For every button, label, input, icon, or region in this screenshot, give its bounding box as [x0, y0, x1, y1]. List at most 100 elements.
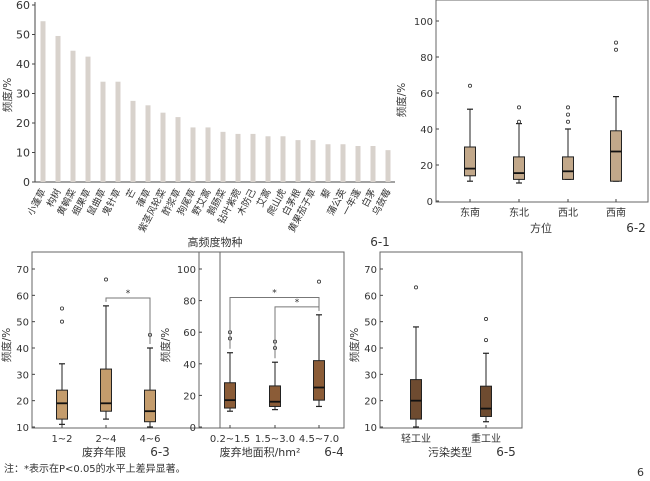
y-tick-label: 40 [16, 58, 30, 71]
footnote: 注：*表示在P<0.05的水平上差异显著。 [4, 464, 186, 475]
outlier-point [517, 119, 522, 124]
y-axis-label: 频度/% [1, 78, 14, 113]
y-tick-label: 70 [16, 265, 29, 276]
y-tick-label: 100 [177, 265, 196, 276]
y-tick-label: 30 [364, 370, 377, 381]
y-tick-label: 30 [16, 88, 30, 101]
box [100, 368, 112, 412]
plot-frame [379, 251, 523, 429]
bar [310, 140, 316, 182]
y-tick-label: 0 [427, 197, 433, 208]
y-tick-label: 20 [364, 397, 377, 408]
y-tick-label: 50 [16, 29, 30, 42]
x-tick-label: 西南 [606, 206, 626, 219]
x-tick-label: 4~6 [139, 434, 160, 445]
x-tick-label: 芒 [124, 187, 139, 201]
bar [325, 144, 331, 182]
panel-label: 6-3 [150, 445, 170, 459]
bar [40, 21, 46, 182]
significance-bracket [105, 297, 151, 344]
y-axis-label: 频度/% [159, 328, 172, 363]
x-axis-label: 高频度物种 [188, 235, 243, 249]
significance-mark: * [295, 298, 300, 308]
outlier-point [614, 47, 619, 52]
y-tick-label: 40 [183, 360, 196, 371]
y-axis-label: 频度/% [348, 328, 361, 363]
y-tick-label: 60 [183, 328, 196, 339]
bar [70, 50, 76, 182]
significance-bracket [229, 296, 320, 349]
outlier-point [104, 277, 109, 282]
x-axis-label: 方位 [530, 221, 552, 235]
y-tick-label: 20 [183, 391, 196, 402]
y-tick-label: 60 [420, 89, 433, 100]
y-tick-label: 0 [190, 423, 196, 434]
bar [175, 117, 181, 182]
bar [370, 146, 376, 182]
bar [55, 35, 61, 182]
y-tick-label: 40 [420, 125, 433, 136]
x-tick-label: 轻工业 [401, 432, 431, 445]
x-axis-label: 废弃年限 [82, 445, 126, 459]
box [480, 385, 492, 417]
y-tick-label: 100 [414, 17, 433, 28]
panel-label: 6-1 [370, 235, 390, 249]
outlier-point [316, 279, 321, 284]
y-tick-label: 40 [16, 344, 29, 355]
y-axis-label: 频度/% [0, 328, 13, 363]
x-tick-label: 重工业 [471, 432, 501, 445]
bar [295, 140, 301, 182]
significance-bracket [274, 306, 320, 359]
x-tick-label: 东北 [509, 206, 529, 219]
outlier-point [566, 105, 571, 110]
x-axis-label: 污染类型 [428, 445, 472, 459]
y-tick-label: 80 [183, 297, 196, 308]
outlier-point [467, 83, 472, 88]
y-tick-label: 10 [16, 147, 30, 160]
bar [355, 146, 361, 182]
bar [85, 56, 91, 182]
y-tick-label: 60 [16, 291, 29, 302]
x-tick-label: 1~2 [51, 434, 72, 445]
box [610, 130, 622, 182]
y-tick-label: 80 [420, 53, 433, 64]
y-tick-label: 60 [364, 291, 377, 302]
bar [265, 136, 271, 182]
y-tick-label: 20 [16, 397, 29, 408]
box [513, 156, 525, 180]
box [464, 146, 476, 177]
box [313, 360, 325, 401]
box [269, 385, 281, 407]
box [224, 382, 236, 409]
box [562, 156, 574, 180]
bar [385, 150, 391, 182]
y-tick-label: 50 [16, 318, 29, 329]
bar [235, 133, 241, 182]
bar [145, 105, 151, 182]
outlier-point [566, 119, 571, 124]
y-tick-label: 0 [23, 176, 30, 189]
bar [220, 131, 226, 182]
y-tick-label: 20 [16, 117, 30, 130]
panel-label: 6-4 [324, 445, 344, 459]
panel-label: 6-5 [496, 445, 516, 459]
panel-label: 6-2 [626, 221, 646, 235]
x-tick-label: 2~4 [95, 434, 116, 445]
outlier-point [566, 112, 571, 117]
outlier-point [60, 306, 65, 311]
bar [160, 112, 166, 182]
bar [205, 127, 211, 182]
x-tick-label: 藜 [319, 186, 334, 200]
outlier-point [483, 338, 488, 343]
y-axis-label: 频度/% [395, 83, 408, 118]
x-tick-label: 1.5~3.0 [255, 434, 295, 445]
box [56, 389, 68, 420]
bar [340, 144, 346, 182]
outlier-point [60, 319, 65, 324]
x-tick-label: 0.2~1.5 [210, 434, 250, 445]
figure-number: 6 [637, 466, 644, 479]
outlier-point [413, 285, 418, 290]
y-tick-label: 60 [16, 0, 30, 12]
box [144, 389, 156, 423]
